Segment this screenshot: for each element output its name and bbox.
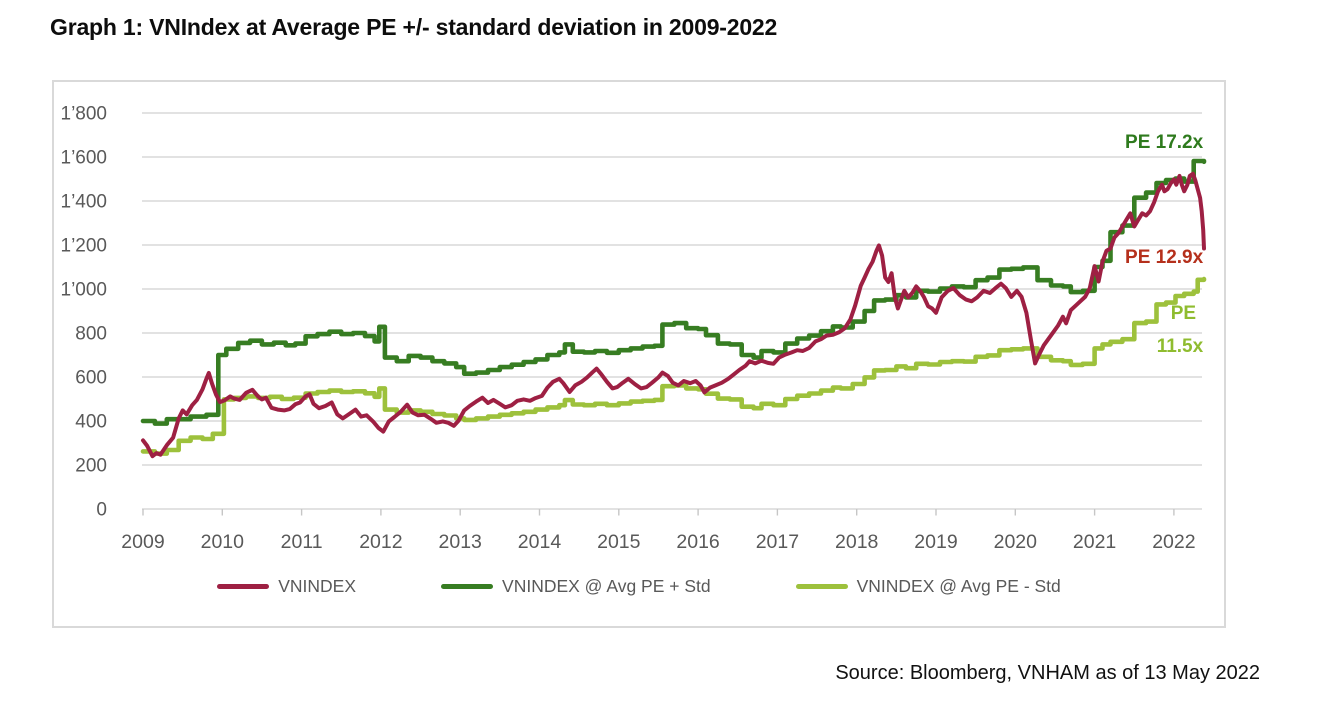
x-tick-label: 2018 <box>835 531 878 553</box>
x-tick-label: 2022 <box>1152 531 1195 553</box>
pe-annotation: PE <box>1171 303 1196 324</box>
legend: VNINDEX VNINDEX @ Avg PE + Std VNINDEX @… <box>54 576 1224 597</box>
legend-item-avg-pe-plus-std: VNINDEX @ Avg PE + Std <box>441 576 711 597</box>
pe-annotation: 11.5x <box>1157 336 1204 357</box>
x-tick-label: 2021 <box>1073 531 1116 553</box>
legend-label-avg-pe-minus-std: VNINDEX @ Avg PE - Std <box>856 576 1061 596</box>
y-tick-label: 600 <box>75 368 107 389</box>
y-tick-label: 0 <box>96 500 107 521</box>
legend-item-vnindex: VNINDEX <box>217 576 356 597</box>
plot-area: 0 200 400 600 800 1’000 1’200 1’400 1’600 1’800 20… <box>61 104 1207 553</box>
pe-annotation: PE 12.9x <box>1125 247 1204 268</box>
y-tick-label: 400 <box>75 412 107 433</box>
x-tick-label: 2010 <box>201 531 245 553</box>
vnindex-avg-pe-plus-std-line <box>140 158 1207 426</box>
x-tick-label: 2009 <box>121 531 164 553</box>
y-tick-label: 1’400 <box>61 192 108 213</box>
y-tick-label: 1’600 <box>61 148 108 169</box>
x-tick-label: 2020 <box>994 531 1038 553</box>
legend-swatch-avg-pe-minus-std <box>795 584 848 589</box>
legend-item-avg-pe-minus-std: VNINDEX @ Avg PE - Std <box>795 576 1061 597</box>
x-tick-label: 2019 <box>914 531 957 553</box>
legend-swatch-avg-pe-plus-std <box>441 584 494 589</box>
vnindex-avg-pe-minus-std-line <box>140 276 1207 456</box>
chart-title: Graph 1: VNIndex at Average PE +/- stand… <box>50 14 778 40</box>
x-tick-label: 2012 <box>359 531 402 553</box>
source-note: Source: Bloomberg, VNHAM as of 13 May 20… <box>835 662 1260 684</box>
x-tick-label: 2011 <box>281 531 323 553</box>
legend-label-vnindex: VNINDEX <box>278 576 357 596</box>
x-tick-label: 2013 <box>439 531 482 553</box>
pe-annotation: PE 17.2x <box>1125 132 1204 153</box>
y-tick-label: 200 <box>75 456 107 477</box>
vnindex-line <box>141 171 1206 459</box>
y-tick-label: 1’200 <box>61 236 108 257</box>
legend-label-avg-pe-plus-std: VNINDEX @ Avg PE + Std <box>502 576 711 596</box>
x-tick-label: 2014 <box>518 531 562 553</box>
x-tick-label: 2017 <box>756 531 799 553</box>
chart-container: 0 200 400 600 800 1’000 1’200 1’400 1’600 1’800 20… <box>52 80 1226 628</box>
y-tick-label: 1’800 <box>61 104 108 125</box>
legend-swatch-vnindex <box>217 584 270 589</box>
x-tick-label: 2016 <box>676 531 719 553</box>
x-tick-label: 2015 <box>597 531 641 553</box>
y-tick-label: 1’000 <box>61 280 108 301</box>
y-tick-label: 800 <box>75 324 107 345</box>
